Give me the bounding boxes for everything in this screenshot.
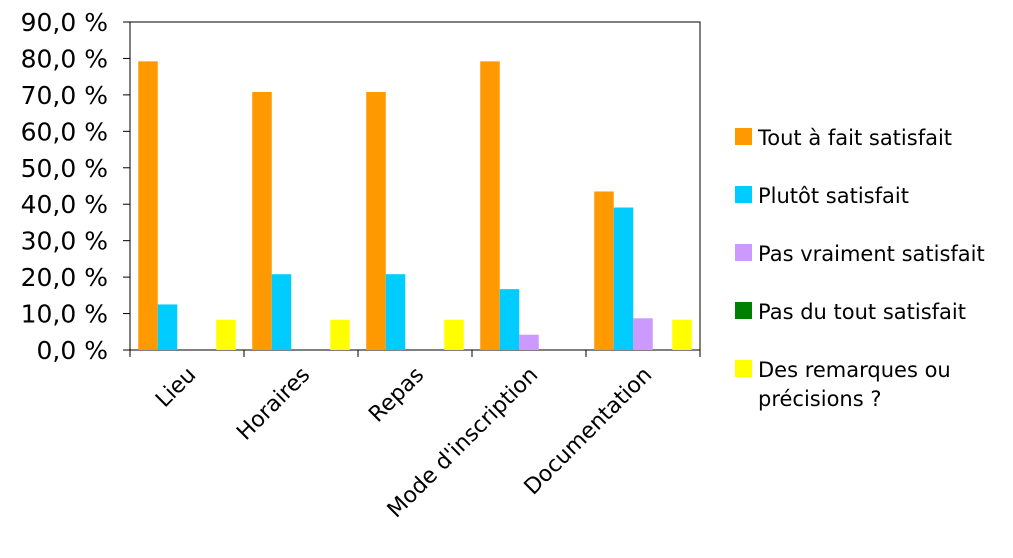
legend: Tout à fait satisfait Plutôt satisfait Pas… <box>735 126 985 411</box>
bar <box>672 319 692 350</box>
bar <box>385 274 406 350</box>
y-tick-label: 10,0 % <box>21 300 108 329</box>
bar <box>271 274 292 350</box>
legend-label: Pas du tout satisfait <box>758 300 966 324</box>
y-tick-label: 80,0 % <box>21 44 108 73</box>
x-tick-label: Repas <box>364 363 429 428</box>
y-tick-label: 90,0 % <box>21 8 108 37</box>
legend-label: Tout à fait satisfait <box>757 126 952 150</box>
bars-group <box>138 61 692 351</box>
legend-swatch <box>735 360 752 377</box>
y-tick-label: 30,0 % <box>21 227 108 256</box>
bar <box>216 319 236 350</box>
bar <box>499 289 520 350</box>
bar <box>330 319 350 350</box>
bar <box>633 318 653 350</box>
legend-swatch <box>735 128 752 145</box>
bar <box>519 334 539 350</box>
bar <box>138 61 158 351</box>
legend-swatch <box>735 186 752 203</box>
y-tick-label: 50,0 % <box>21 154 108 183</box>
bar <box>157 304 178 350</box>
legend-swatch <box>735 302 752 319</box>
y-tick-label: 60,0 % <box>21 117 108 146</box>
x-tick-label: Lieu <box>151 363 201 413</box>
bar <box>480 61 500 351</box>
bar <box>366 91 386 351</box>
bar <box>613 207 634 350</box>
legend-label: Plutôt satisfait <box>758 184 909 208</box>
x-tick-label: Horaires <box>232 363 315 446</box>
bar <box>252 91 272 351</box>
bar <box>594 191 614 350</box>
y-tick-label: 70,0 % <box>21 81 108 110</box>
y-tick-label: 40,0 % <box>21 190 108 219</box>
y-tick-label: 20,0 % <box>21 263 108 292</box>
legend-label: Pas vraiment satisfait <box>758 242 985 266</box>
legend-swatch <box>735 244 752 261</box>
y-tick-label: 0,0 % <box>37 336 108 365</box>
legend-label: Des remarques ou précisions ? <box>758 358 951 411</box>
bar <box>444 319 464 350</box>
